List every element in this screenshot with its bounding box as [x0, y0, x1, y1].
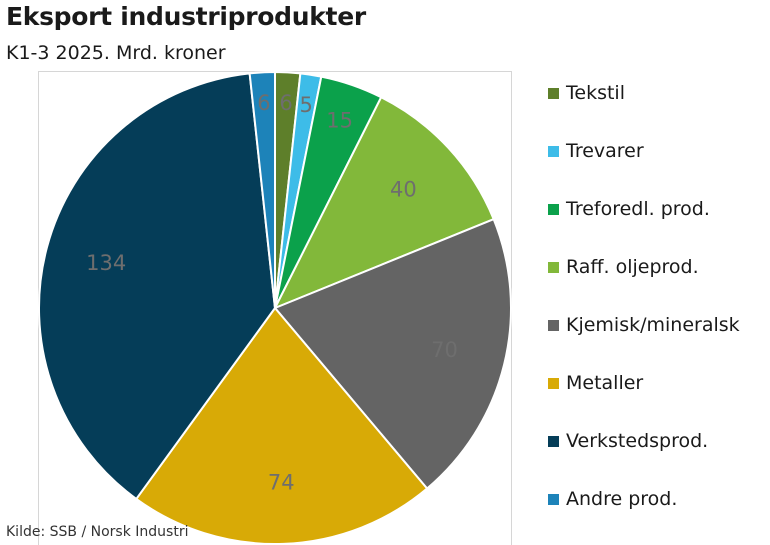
slice-data-label-0: 6: [279, 91, 292, 115]
pie-slice-5: [135, 307, 429, 545]
legend-label-4: Kjemisk/mineralsk: [566, 314, 740, 336]
slice-data-label-7: 6: [257, 91, 270, 115]
legend-label-6: Verkstedsprod.: [566, 430, 709, 452]
legend-item-7: Andre prod.: [548, 484, 677, 514]
legend-label-1: Trevarer: [566, 140, 644, 162]
legend-item-3: Raff. oljeprod.: [548, 252, 699, 282]
slice-data-label-2: 15: [326, 109, 353, 133]
legend-item-5: Metaller: [548, 368, 643, 398]
legend-item-0: Tekstil: [548, 78, 625, 108]
chart-title: Eksport industriprodukter: [6, 2, 366, 31]
legend-label-5: Metaller: [566, 372, 644, 394]
source-note: Kilde: SSB / Norsk Industri: [6, 524, 189, 540]
pie-slice-7: [248, 71, 276, 309]
chart-subtitle: K1-3 2025. Mrd. kroner: [6, 42, 226, 64]
slice-data-label-3: 40: [390, 178, 417, 202]
slice-data-label-6: 134: [86, 251, 126, 275]
legend-swatch-6: [548, 435, 559, 447]
slice-data-label-1: 5: [300, 93, 313, 117]
legend-label-0: Tekstil: [566, 82, 625, 104]
legend-label-3: Raff. oljeprod.: [566, 256, 699, 278]
legend-swatch-3: [548, 261, 559, 273]
legend-swatch-2: [548, 203, 559, 215]
legend-item-2: Treforedl. prod.: [548, 194, 710, 224]
pie-slice-4: [274, 218, 512, 490]
legend-label-7: Andre prod.: [566, 488, 678, 510]
legend-label-2: Treforedl. prod.: [566, 198, 710, 220]
legend-swatch-1: [548, 145, 559, 157]
legend-swatch-0: [548, 87, 559, 99]
legend-item-4: Kjemisk/mineralsk: [548, 310, 740, 340]
legend-item-1: Trevarer: [548, 136, 644, 166]
legend-swatch-7: [548, 493, 559, 505]
slice-data-label-4: 70: [431, 338, 458, 362]
slice-data-label-5: 74: [268, 471, 295, 495]
legend-swatch-4: [548, 319, 559, 331]
legend-item-6: Verkstedsprod.: [548, 426, 708, 456]
pie-slice-6: [38, 72, 276, 500]
legend-swatch-5: [548, 377, 559, 389]
pie-slice-3: [274, 96, 495, 309]
